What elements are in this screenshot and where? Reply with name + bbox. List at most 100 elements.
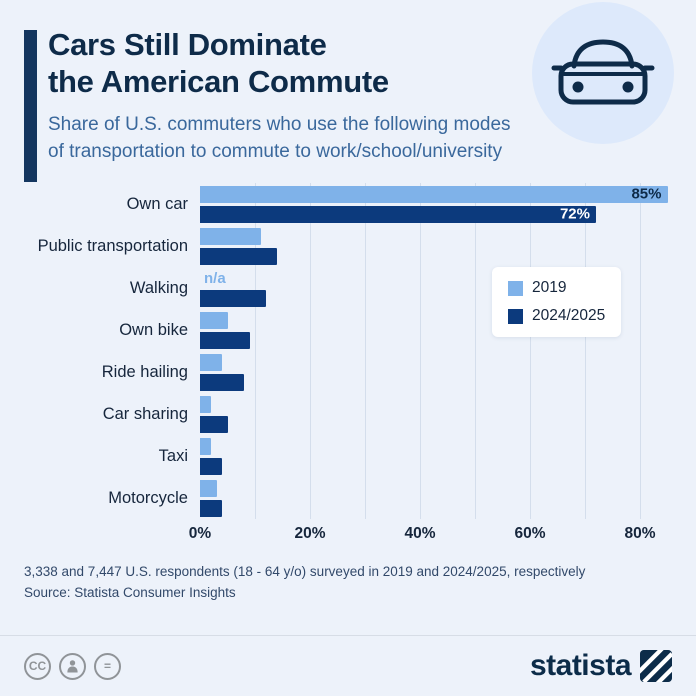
gridline: [530, 183, 531, 519]
bar-2019: [200, 437, 211, 455]
category-label: Walking: [129, 278, 188, 297]
bar-line: [200, 227, 672, 245]
legend-swatch-2019: [508, 280, 523, 296]
x-tick-label: 40%: [404, 525, 436, 542]
statista-wordmark: statista: [529, 649, 632, 682]
chart-legend: 2019 2024/2025: [492, 267, 622, 337]
cc-license[interactable]: CC =: [24, 652, 121, 680]
bar-line: [200, 457, 672, 475]
bar-line: [200, 353, 672, 371]
category-label: Motorcycle: [108, 488, 188, 507]
bar-line: [200, 395, 672, 413]
survey-note: 3,338 and 7,447 U.S. respondents (18 - 6…: [24, 564, 586, 579]
bar-2024-2025: [200, 247, 277, 265]
bar-2024-2025: [200, 499, 222, 517]
bar-2019: [200, 311, 228, 329]
legend-swatch-2024: [508, 308, 523, 324]
bar-group: n/a: [200, 270, 672, 307]
bar-line: 85%: [200, 185, 672, 203]
subtitle-line2: of transportation to commute to work/sch…: [48, 141, 503, 162]
bar-line: [200, 479, 672, 497]
cc-by-person-icon[interactable]: [59, 652, 86, 680]
bar-line: n/a: [200, 270, 672, 287]
gridline: [365, 183, 366, 519]
bar-2019: [200, 479, 217, 497]
gridline: [420, 183, 421, 519]
title-line1: Cars Still Dominate: [48, 27, 327, 62]
chart-row: Car sharing: [24, 393, 672, 435]
gridline: [310, 183, 311, 519]
chart-row: Taxi: [24, 435, 672, 477]
footer-divider: [0, 635, 696, 636]
bar-line: [200, 311, 672, 329]
bar-2024-2025: [200, 331, 250, 349]
bar-2024-2025: [200, 373, 244, 391]
x-tick-label: 20%: [294, 525, 326, 542]
value-label: 85%: [631, 185, 662, 203]
title-accent-bar: [24, 30, 37, 182]
legend-label-2019: 2019: [532, 279, 567, 296]
chart-row: Own bike: [24, 309, 672, 351]
x-axis: 0% 20% 40% 60% 80%: [189, 525, 672, 547]
bar-line: [200, 437, 672, 455]
bar-group: 85% 72%: [200, 185, 672, 223]
bar-2024-2025: [200, 457, 222, 475]
footnotes: 3,338 and 7,447 U.S. respondents (18 - 6…: [24, 561, 672, 603]
header: Cars Still Dominate the American Commute…: [0, 0, 696, 182]
bar-group: [200, 437, 672, 475]
chart-row: Own car 85% 72%: [24, 183, 672, 225]
cc-icon[interactable]: CC: [24, 652, 51, 680]
category-label: Ride hailing: [101, 362, 188, 381]
bar-line: [200, 247, 672, 265]
legend-item-2024: 2024/2025: [508, 307, 605, 325]
gridline: [255, 183, 256, 519]
bar-line: [200, 499, 672, 517]
x-tick-label: 80%: [624, 525, 656, 542]
car-icon: [548, 30, 658, 120]
na-label: n/a: [204, 269, 226, 287]
bar-2024-2025: [200, 415, 228, 433]
bar-line: [200, 289, 672, 307]
cc-nd-icon[interactable]: =: [94, 652, 121, 680]
chart-subtitle: Share of U.S. commuters who use the foll…: [48, 111, 672, 165]
category-label: Own car: [126, 194, 188, 213]
chart-row: Motorcycle: [24, 477, 672, 519]
bar-line: [200, 373, 672, 391]
subtitle-line1: Share of U.S. commuters who use the foll…: [48, 114, 511, 135]
bar-group: [200, 353, 672, 391]
bar-group: [200, 395, 672, 433]
category-label: Taxi: [158, 446, 188, 465]
gridlines: [200, 183, 672, 519]
bar-2019: 85%: [200, 185, 668, 203]
statista-logo[interactable]: statista: [530, 649, 672, 683]
bar-2019: [200, 395, 211, 413]
x-tick-label: 60%: [514, 525, 546, 542]
gridline: [640, 183, 641, 519]
chart-row: Public transportation: [24, 225, 672, 267]
bar-2024-2025: [200, 289, 266, 307]
category-label: Public transportation: [37, 236, 188, 255]
bar-chart: Own car 85% 72% Public transportation Walkin…: [24, 183, 672, 547]
title-line2: the American Commute: [48, 64, 389, 99]
bar-2019: [200, 227, 261, 245]
gridline: [475, 183, 476, 519]
bar-2019: [200, 353, 222, 371]
bar-group: [200, 311, 672, 349]
category-label: Car sharing: [102, 404, 188, 423]
page-title: Cars Still Dominate the American Commute: [48, 26, 672, 100]
chart-row: Ride hailing: [24, 351, 672, 393]
legend-label-2024: 2024/2025: [532, 307, 606, 324]
chart-row: Walking n/a: [24, 267, 672, 309]
bar-group: [200, 227, 672, 265]
bar-line: 72%: [200, 205, 672, 223]
bar-2024-2025: 72%: [200, 205, 596, 223]
bar-line: [200, 331, 672, 349]
value-label: 72%: [559, 205, 590, 223]
source-note: Source: Statista Consumer Insights: [24, 585, 236, 600]
bar-line: [200, 415, 672, 433]
legend-item-2019: 2019: [508, 279, 605, 297]
x-tick-label: 0%: [188, 525, 212, 542]
statista-mark-icon: [640, 650, 672, 682]
gridline: [585, 183, 586, 519]
